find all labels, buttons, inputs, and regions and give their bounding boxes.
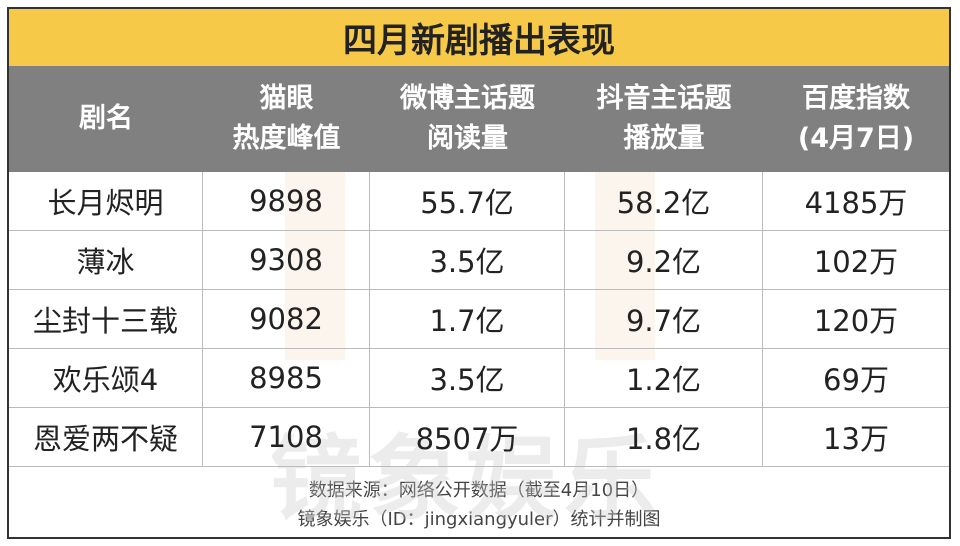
header-cell: 剧名 — [9, 66, 203, 172]
table-cell: 58.2亿 — [565, 172, 763, 231]
table-cell: 1.8亿 — [565, 408, 763, 467]
table-cell: 8507万 — [370, 408, 565, 467]
table-cell: 9.2亿 — [565, 231, 763, 290]
table-frame — [7, 7, 951, 539]
header-cell: 百度指数 (4月7日) — [763, 66, 949, 172]
table-cell: 4185万 — [763, 172, 949, 231]
table-cell: 55.7亿 — [370, 172, 565, 231]
header-text: 阅读量 — [427, 123, 508, 154]
header-cell: 猫眼 热度峰值 — [203, 66, 370, 172]
header-text: 猫眼 — [259, 83, 314, 114]
header-text: 热度峰值 — [232, 123, 341, 154]
table-cell: 长月烬明 — [9, 172, 203, 231]
table-cell: 9898 — [203, 172, 370, 231]
table-cell: 恩爱两不疑 — [9, 408, 203, 467]
table-cell: 1.2亿 — [565, 349, 763, 408]
watermark: 镜象娱乐 — [270, 426, 663, 533]
header-cell: 微博主话题 阅读量 — [370, 66, 565, 172]
table-cell: 欢乐颂4 — [9, 349, 203, 408]
header-text: 微博主话题 — [400, 83, 535, 114]
table-cell: 3.5亿 — [370, 349, 565, 408]
table-cell: 120万 — [763, 290, 949, 349]
table-cell: 9082 — [203, 290, 370, 349]
table-cell: 8985 — [203, 349, 370, 408]
header-cell: 抖音主话题 播放量 — [565, 66, 763, 172]
table-cell: 102万 — [763, 231, 949, 290]
table-cell: 7108 — [203, 408, 370, 467]
table-cell: 薄冰 — [9, 231, 203, 290]
table-cell: 69万 — [763, 349, 949, 408]
table-cell: 9.7亿 — [565, 290, 763, 349]
footer-line: 数据来源：网络公开数据（截至4月10日） — [308, 480, 650, 501]
table-cell: 13万 — [763, 408, 949, 467]
header-text: (4月7日) — [797, 123, 915, 154]
header-text: 百度指数 — [802, 83, 910, 114]
header-text: 抖音主话题 — [596, 83, 732, 114]
header-text: 播放量 — [623, 123, 705, 154]
footer-line: 镜象娱乐（ID：jingxiangyuler）统计并制图 — [297, 509, 661, 530]
table-cell: 9308 — [203, 231, 370, 290]
title: 四月新剧播出表现 — [9, 9, 949, 66]
header-text: 剧名 — [79, 103, 133, 134]
table-cell: 3.5亿 — [370, 231, 565, 290]
table-cell: 尘封十三载 — [9, 290, 203, 349]
table-cell: 1.7亿 — [370, 290, 565, 349]
header-row — [9, 66, 949, 172]
